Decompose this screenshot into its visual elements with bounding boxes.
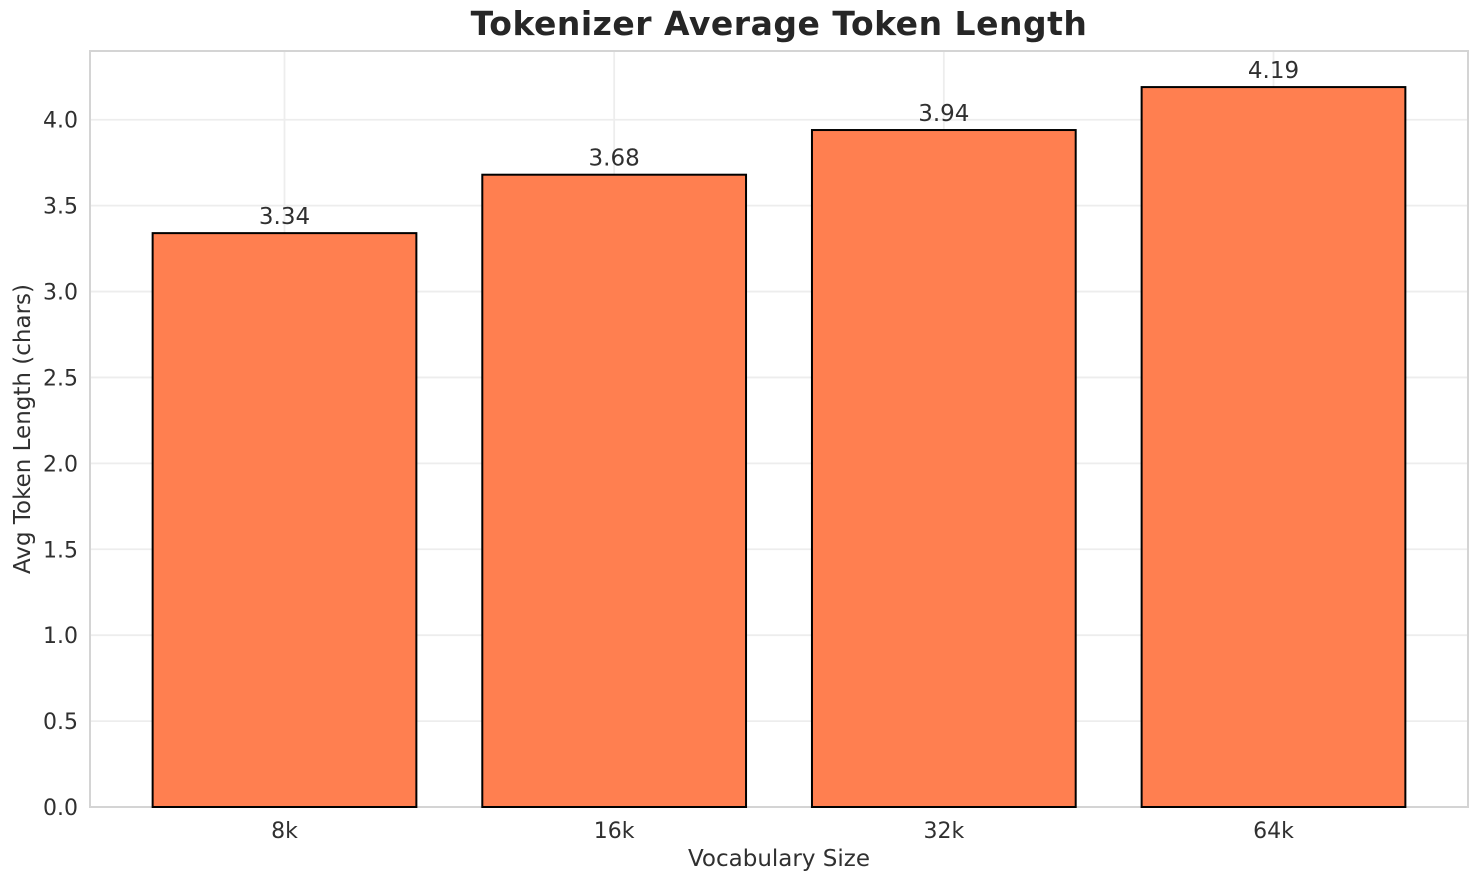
bar-value-label: 3.68 (589, 146, 640, 172)
bar-value-label: 3.34 (259, 204, 310, 230)
bar-32k (810, 129, 1077, 808)
y-tick-label: 0.0 (43, 796, 78, 821)
chart-title: Tokenizer Average Token Length (470, 4, 1088, 43)
y-tick-label: 2.0 (43, 452, 78, 477)
y-tick-label: 3.5 (43, 195, 78, 220)
axis-spines (89, 50, 1469, 808)
x-axis-label: Vocabulary Size (687, 846, 870, 872)
bar-value-label: 4.19 (1248, 58, 1299, 84)
bar-16k (481, 173, 748, 808)
y-tick-label: 1.0 (43, 624, 78, 649)
y-tick-label: 4.0 (43, 109, 78, 134)
x-tick-label: 64k (1253, 819, 1294, 844)
y-axis-label: Avg Token Length (chars) (10, 283, 36, 575)
x-tick-label: 8k (271, 819, 298, 844)
y-tick-label: 1.5 (43, 538, 78, 563)
y-tick-label: 3.0 (43, 281, 78, 306)
x-tick-label: 16k (594, 819, 635, 844)
y-tick-label: 0.5 (43, 710, 78, 735)
bar-8k (151, 232, 418, 809)
bar-value-label: 3.94 (918, 101, 969, 127)
bar-64k (1140, 86, 1407, 808)
y-tick-label: 2.5 (43, 366, 78, 391)
x-tick-label: 32k (923, 819, 964, 844)
